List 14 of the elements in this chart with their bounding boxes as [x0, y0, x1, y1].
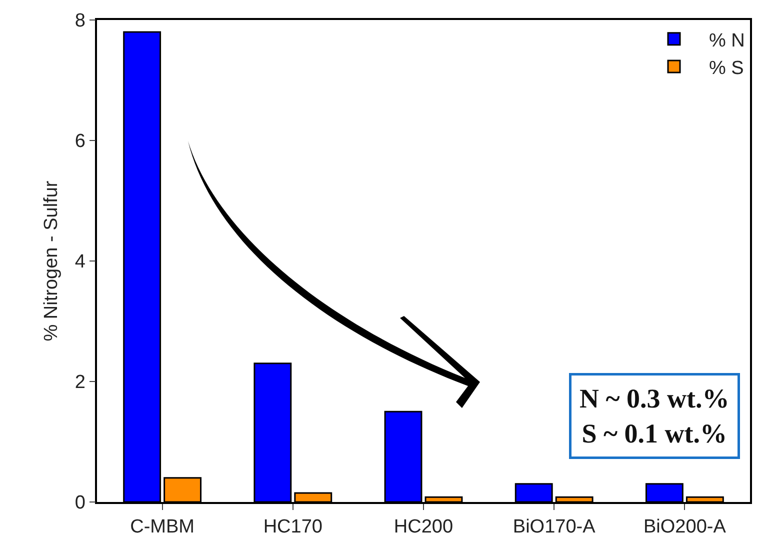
legend-label: % S [709, 58, 744, 79]
x-tick-label: HC200 [394, 516, 454, 538]
y-tick-label: 6 [74, 131, 86, 152]
x-tick-label: BiO170-A [512, 516, 596, 538]
legend-label: % N [709, 30, 745, 52]
y-tick-label: 8 [74, 10, 86, 32]
y-tick-label: 4 [74, 252, 86, 273]
x-tick-label: BiO200-A [644, 516, 726, 538]
x-tick-label: HC170 [263, 516, 322, 538]
y-axis-title: % Nitrogen - Sulfur [41, 180, 62, 342]
annotation: N ~ 0.3 wt.% S ~ 0.1 wt.% [580, 384, 730, 449]
y-tick-label: 0 [74, 492, 86, 514]
x-tick-label: C-MBM [130, 516, 194, 538]
y-tick-label: 2 [74, 372, 86, 394]
